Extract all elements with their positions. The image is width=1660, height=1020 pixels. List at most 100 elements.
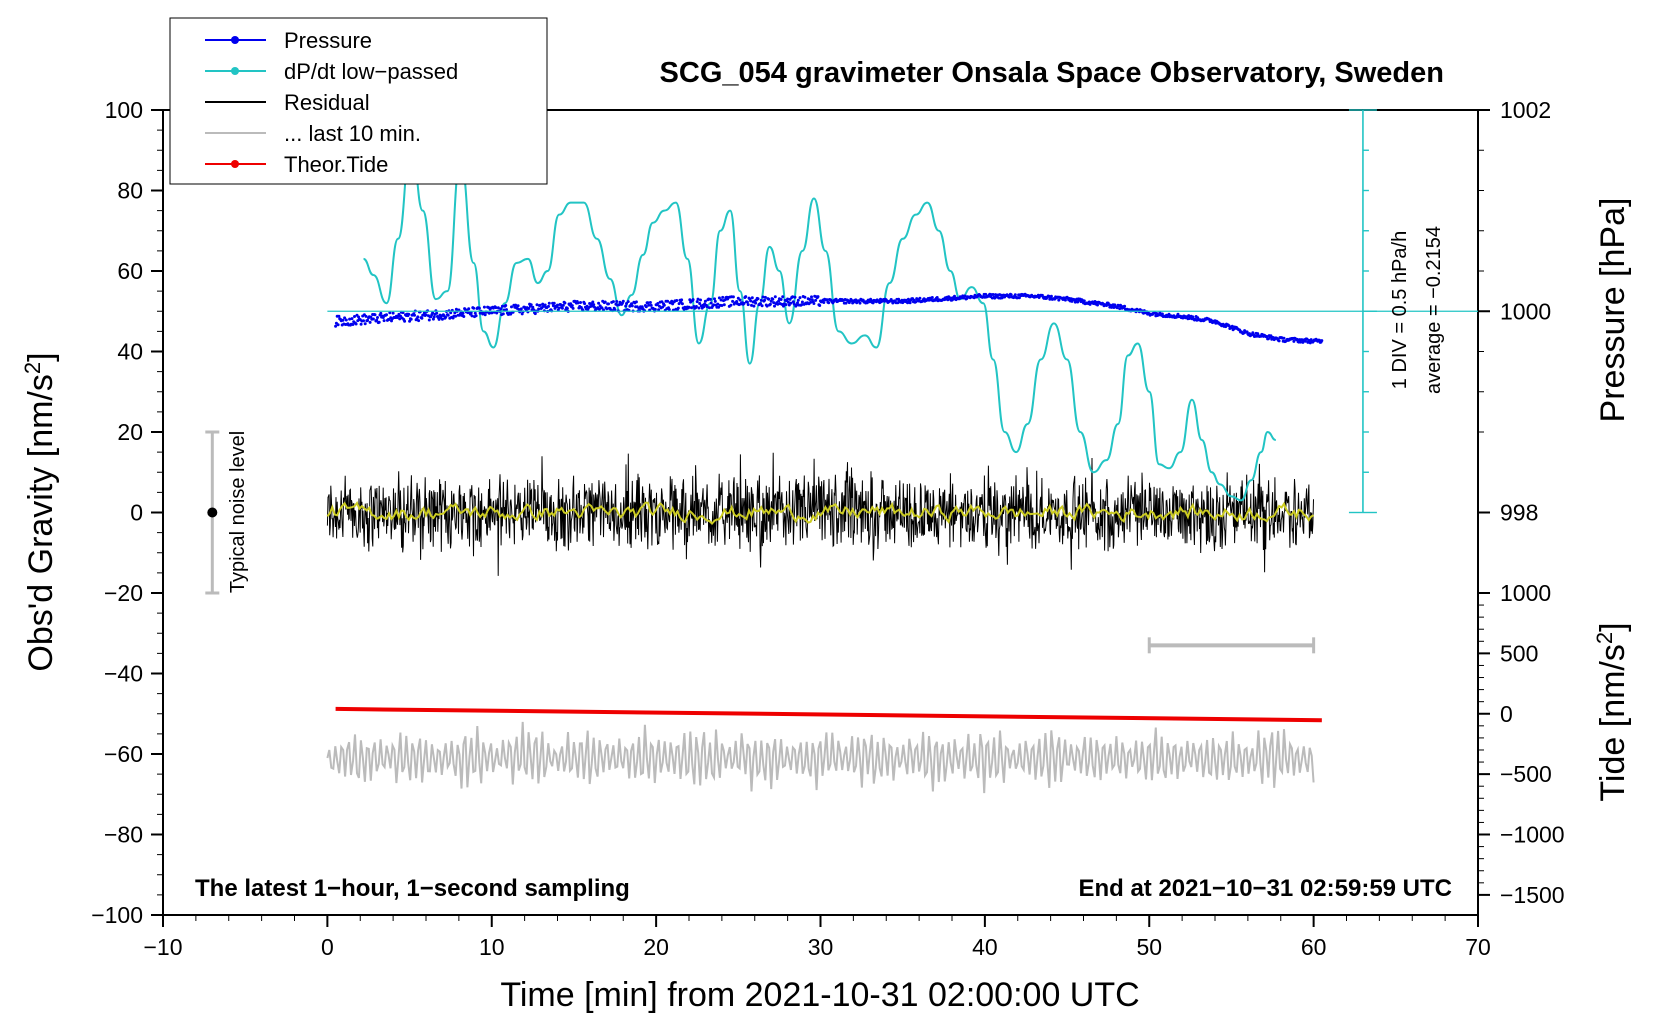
pressure-point — [1303, 339, 1307, 343]
pressure-point — [814, 298, 818, 302]
pressure-point — [527, 307, 531, 310]
pressure-point — [717, 296, 721, 300]
pressure-point — [607, 302, 610, 306]
legend-item: Pressure — [205, 28, 372, 53]
legend-swatch-marker — [231, 36, 239, 44]
pressure-tick-label: 1000 — [1500, 298, 1551, 324]
pressure-point — [644, 305, 648, 309]
pressure-point — [487, 311, 491, 315]
tide-tick-label: −1500 — [1500, 882, 1565, 908]
x-tick-label: −10 — [143, 934, 182, 960]
y-axis-title-main-close: ] — [22, 352, 60, 361]
theoretical-tide-line — [335, 706, 1322, 723]
pressure-point — [930, 296, 934, 299]
pressure-point — [1176, 312, 1180, 316]
pressure-point — [422, 311, 426, 315]
legend-items: Pressure dP/dt low−passed Residual ... last… — [205, 28, 458, 177]
pressure-point — [446, 313, 450, 317]
pressure-tick-label: 1002 — [1500, 97, 1551, 123]
pressure-point — [1230, 324, 1234, 328]
pressure-point — [461, 311, 465, 315]
pressure-point — [771, 297, 775, 301]
pressure-point — [565, 307, 569, 310]
pressure-point — [746, 303, 750, 307]
pressure-point — [552, 301, 556, 305]
tide-tick-label: 0 — [1500, 701, 1513, 727]
x-tick-label: 60 — [1301, 934, 1327, 960]
y-axis-title-main: Obs'd Gravity [nm/s2] — [20, 352, 60, 671]
pressure-tick-label: 998 — [1500, 500, 1538, 526]
pressure-point — [708, 297, 712, 301]
pressure-point — [918, 296, 922, 300]
pressure-point — [359, 322, 363, 326]
pressure-point — [494, 306, 498, 310]
y-axis-title-tide-text: Tide [nm/s — [1594, 644, 1632, 801]
pressure-point — [472, 306, 476, 310]
pressure-point — [761, 295, 765, 299]
pressure-point — [591, 300, 595, 304]
pressure-point — [662, 303, 666, 307]
pressure-point — [477, 306, 481, 310]
pressure-point — [454, 314, 458, 318]
pressure-point — [676, 306, 680, 310]
pressure-point — [993, 296, 997, 300]
pressure-point — [615, 300, 619, 303]
pressure-point — [597, 301, 601, 305]
y-tick-label: −60 — [104, 741, 143, 767]
pressure-point — [1160, 312, 1164, 316]
pressure-point — [543, 303, 547, 307]
pressure-point — [560, 306, 564, 310]
pressure-point — [779, 298, 783, 301]
pressure-point — [796, 298, 800, 302]
y-axis-title-tide: Tide [nm/s2] — [1592, 622, 1632, 801]
pressure-point — [699, 298, 702, 302]
pressure-point — [698, 302, 702, 305]
pressure-point — [808, 298, 812, 301]
pressure-point — [759, 298, 763, 302]
pressure-point — [563, 301, 567, 305]
pressure-point — [416, 315, 420, 319]
pressure-point — [490, 311, 494, 315]
pressure-point — [391, 311, 395, 315]
pressure-point — [583, 302, 587, 306]
pressure-point — [1082, 299, 1086, 303]
pressure-point — [351, 323, 355, 326]
pressure-point — [424, 313, 428, 317]
pressure-point — [403, 319, 407, 323]
pressure-point — [720, 304, 724, 307]
pressure-point — [469, 311, 473, 315]
pressure-point — [373, 313, 377, 317]
pressure-point — [435, 311, 439, 315]
pressure-point — [731, 299, 735, 303]
pressure-point — [541, 302, 545, 306]
pressure-point — [603, 300, 607, 304]
pressure-point — [1105, 304, 1108, 307]
pressure-point — [398, 317, 402, 321]
pressure-point — [822, 301, 826, 304]
y-axis-title-tide-sup: 2 — [1592, 632, 1617, 644]
pressure-point — [413, 313, 416, 317]
pressure-point — [745, 300, 749, 304]
tide-tick-label: 500 — [1500, 640, 1538, 666]
pressure-point — [735, 300, 739, 303]
pressure-point — [363, 322, 367, 326]
pressure-point — [630, 304, 634, 308]
y-tick-label: 20 — [117, 419, 143, 445]
pressure-point — [825, 298, 829, 302]
pressure-point — [935, 296, 939, 299]
x-tick-label: 10 — [479, 934, 505, 960]
pressure-point — [1008, 295, 1011, 299]
pressure-point — [670, 299, 674, 303]
noise-bar-center — [207, 507, 218, 518]
pressure-point — [382, 319, 386, 323]
pressure-point — [547, 301, 551, 305]
pressure-point — [786, 297, 790, 301]
legend-label: Theor.Tide — [284, 152, 388, 177]
pressure-point — [605, 307, 609, 311]
pressure-point — [354, 322, 358, 326]
pressure-point — [713, 297, 716, 301]
pressure-point — [722, 303, 726, 307]
pressure-point — [626, 300, 630, 304]
pressure-point — [858, 301, 862, 305]
pressure-point — [991, 293, 995, 296]
